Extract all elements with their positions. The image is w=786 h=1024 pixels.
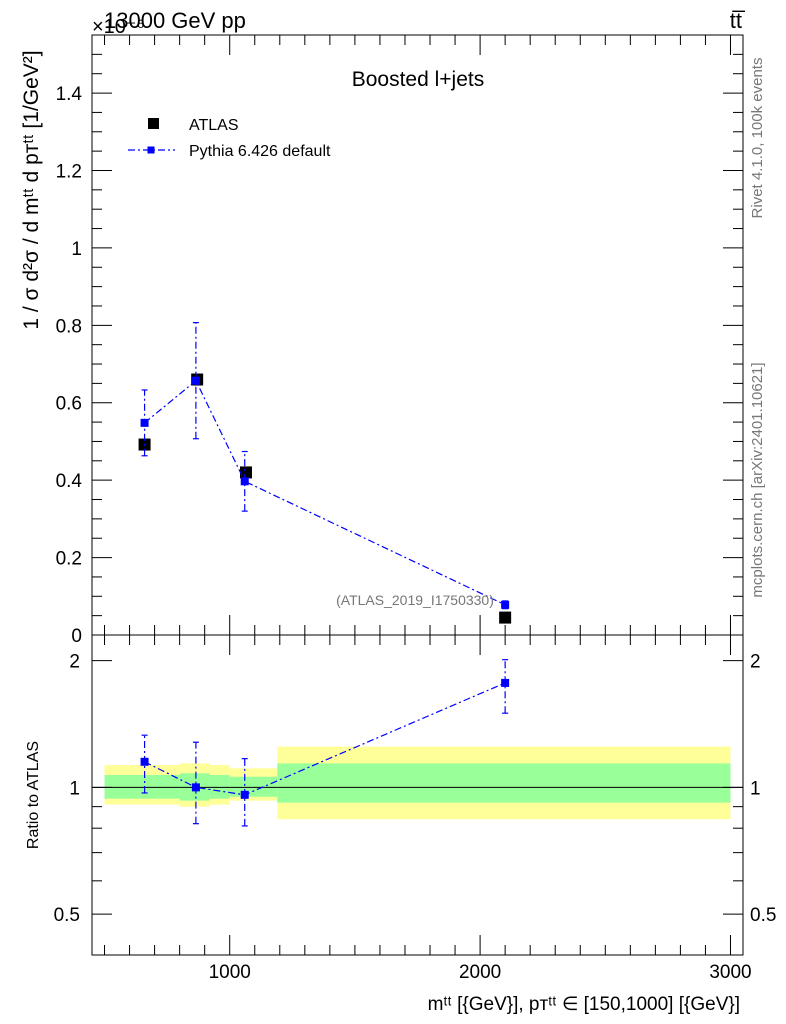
exponent-label: ×10⁻⁶ [92,16,145,38]
main-y-axis-label: 1 / σ d²σ / d mᵗᵗ d pᴛᵗᵗ [1/GeV²] [20,50,43,329]
band-inner [229,776,278,797]
band-inner [277,763,731,803]
plot-title: Boosted l+jets [352,68,485,91]
legend-atlas-marker [148,118,159,129]
legend-pythia-marker [147,146,155,154]
rivet-label: Rivet 4.1.0, 100k events [749,58,766,219]
legend: ATLAS Pythia 6.426 default [128,117,331,160]
x-tick-label: 1000 [209,962,251,983]
process-label: tt̅ [730,8,746,33]
pythia-line [144,379,506,606]
x-tick-label: 2000 [459,962,501,983]
y-tick-label: 1.2 [56,161,82,182]
ratio-data-point [191,783,200,792]
ratio-data-point [501,678,510,687]
ratio-y-tick-label-right: 0.5 [750,905,776,926]
ratio-y-tick-label: 1 [69,778,80,799]
ratio-y-tick-label-right: 1 [750,778,761,799]
axis-ticks: 1000 2000 3000 0 0.2 0.4 0.6 0.8 1 1.2 1.4 0.5 0.5 1 1… [54,35,776,983]
pythia-data-point [240,477,249,486]
ratio-plot-frame [91,634,744,956]
x-axis-label: mᵗᵗ [{GeV}], pᴛᵗᵗ ∈ [150,1000] [{GeV}] [428,994,740,1015]
ratio-data-point [240,790,249,799]
data-marks [92,322,743,827]
y-tick-label: 1 [71,239,82,260]
y-tick-label: 0 [71,626,82,647]
energy-label: 13000 GeV pp [104,8,246,33]
pythia-data-point [191,376,200,385]
ratio-y-tick-label: 2 [69,652,80,673]
ratio-data-point [140,757,149,766]
analysis-id-label: (ATLAS_2019_I1750330) [336,592,494,608]
y-tick-label: 0.8 [56,316,82,337]
ratio-y-axis-label: Ratio to ATLAS [25,741,42,849]
pythia-data-point [140,418,149,427]
pythia-data-point [501,600,510,609]
legend-atlas-label: ATLAS [189,117,239,134]
band-inner [104,774,180,799]
ratio-uncertainty-bands [104,746,731,820]
ratio-y-tick-label-right: 2 [750,652,761,673]
mcplots-label: mcplots.cern.ch [arXiv:2401.10621] [749,362,766,597]
legend-pythia-label: Pythia 6.426 default [189,143,331,160]
atlas-data-point [239,466,252,479]
y-tick-label: 0.4 [56,471,83,492]
y-tick-label: 0.2 [56,549,82,570]
x-tick-label: 3000 [709,962,751,983]
ratio-y-tick-label: 0.5 [54,905,80,926]
band-inner [209,774,230,799]
y-tick-label: 0.6 [56,394,82,415]
atlas-data-point [499,611,512,624]
y-tick-label: 1.4 [56,84,83,105]
